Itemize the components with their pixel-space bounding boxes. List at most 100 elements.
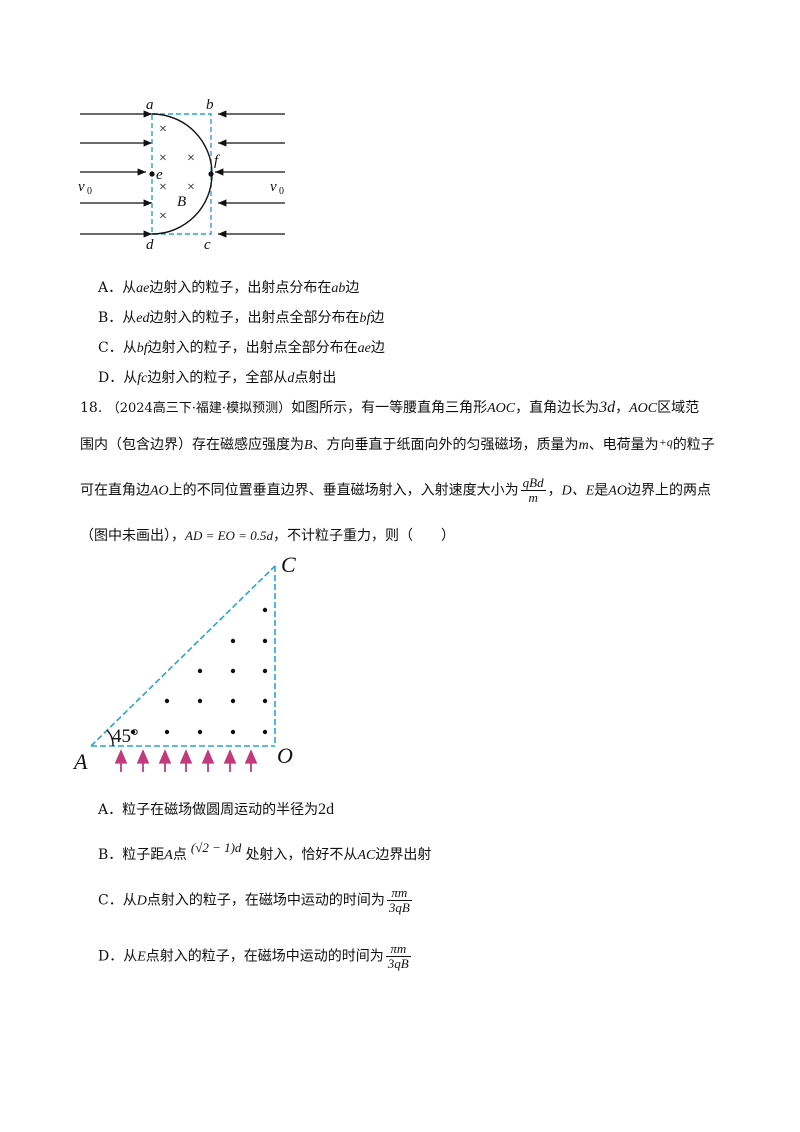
cross: × bbox=[159, 151, 167, 166]
q18-math: B bbox=[304, 438, 313, 453]
label-b: b bbox=[206, 97, 214, 113]
q17d-var1: fc bbox=[137, 371, 148, 386]
q18b-text: 边界出射 bbox=[375, 847, 432, 863]
angle-label: 45° bbox=[112, 726, 139, 747]
point-e bbox=[149, 171, 155, 177]
q18c-text: C．从 bbox=[98, 892, 137, 909]
q17a-var1: ae bbox=[136, 281, 150, 296]
cross: × bbox=[187, 180, 195, 195]
q17c-mid: 边射入的粒子，出射点全部分布在 bbox=[147, 340, 358, 356]
point-f bbox=[208, 171, 214, 177]
q17c-prefix: C．从 bbox=[98, 340, 137, 356]
triangle-AOC bbox=[90, 565, 276, 747]
q18b-math: AC bbox=[357, 848, 376, 863]
q18-option-a: A．粒子在磁场做圆周运动的半径为2d bbox=[98, 800, 334, 820]
q17a-mid: 边射入的粒子，出射点分布在 bbox=[149, 280, 332, 296]
q18-line-1: 18. （2024高三下·福建·模拟预测）如图所示，有一等腰直角三角形AOC，直… bbox=[80, 398, 699, 419]
q18-text: ， bbox=[547, 482, 562, 499]
fraction-denominator: 3qB bbox=[387, 956, 409, 971]
q18-text: （图中未画出）， bbox=[80, 528, 185, 544]
q17a-prefix: A．从 bbox=[98, 280, 137, 296]
cross: × bbox=[159, 180, 167, 195]
figure-semicircle-field: × × × × × × a b d c e f B v v 0 0 bbox=[78, 97, 285, 253]
q17-option-b: B．从ed边射入的粒子，出射点全部分布在bf边 bbox=[98, 308, 384, 329]
q18-text: 边界上的两点 bbox=[626, 482, 711, 499]
q18-text: 的粒子 bbox=[672, 437, 715, 453]
q18-text: 、方向垂直于纸面向外的匀强磁场，质量为 bbox=[312, 437, 579, 453]
q18-math: AOC bbox=[629, 401, 658, 416]
q18-math: D、E bbox=[561, 483, 595, 499]
q18c-text: 点射入的粒子，在磁场中运动的时间为 bbox=[146, 892, 385, 909]
label-v0-right: v bbox=[270, 179, 277, 195]
label-C: C bbox=[281, 552, 296, 577]
q18c-math: D bbox=[136, 893, 147, 909]
velocity-fraction: qBd m bbox=[520, 475, 546, 505]
q17b-prefix: B．从 bbox=[98, 310, 137, 326]
q18-text: ， bbox=[615, 400, 630, 416]
q18-math: AOC bbox=[487, 401, 516, 416]
q18-text: 围内（包含边界）存在磁感应强度为 bbox=[80, 437, 304, 453]
q17b-var1: ed bbox=[136, 311, 150, 326]
q17-option-a: A．从ae边射入的粒子，出射点分布在ab边 bbox=[98, 278, 359, 299]
label-O: O bbox=[277, 743, 293, 768]
label-e: e bbox=[156, 167, 163, 183]
q18b-sqrt-expr: (√2 − 1)d bbox=[190, 840, 242, 855]
q18-line-4: （图中未画出），AD = EO = 0.5d，不计粒子重力，则（ ） bbox=[80, 526, 455, 546]
q18-option-c: C．从D点射入的粒子，在磁场中运动的时间为 πm 3qB bbox=[98, 886, 414, 915]
label-c: c bbox=[204, 237, 211, 253]
q18d-text: 点射入的粒子，在磁场中运动的时间为 bbox=[145, 948, 384, 965]
q18-text: ，直角边长为 bbox=[515, 400, 600, 416]
q18-option-b: B．粒子距A点 (√2 − 1)d 处射入，恰好不从AC边界出射 bbox=[98, 838, 431, 866]
fraction-numerator: πm bbox=[386, 886, 412, 901]
q17d-var2: d bbox=[287, 371, 295, 386]
q18-text: 可在直角边 bbox=[80, 482, 150, 499]
label-v0-right-sub: 0 bbox=[279, 186, 284, 197]
q18-text: 如图所示，有一等腰直角三角形 bbox=[291, 400, 488, 416]
q18-math: AO bbox=[150, 483, 169, 499]
cross: × bbox=[187, 151, 195, 166]
fraction-numerator: πm bbox=[385, 942, 411, 957]
q18-math: 3d bbox=[599, 399, 616, 416]
label-f: f bbox=[214, 153, 220, 169]
q17c-suffix: 边 bbox=[370, 340, 385, 356]
q18-math: m bbox=[578, 438, 589, 453]
q18-text: ，不计粒子重力，则（ ） bbox=[272, 528, 455, 544]
q17a-var2: ab bbox=[331, 281, 346, 296]
q17b-mid: 边射入的粒子，出射点全部分布在 bbox=[149, 310, 360, 326]
magnetic-field-dots bbox=[130, 607, 268, 735]
q17d-mid: 边射入的粒子，全部从 bbox=[147, 370, 288, 386]
q18b-text: B．粒子距 bbox=[98, 847, 165, 863]
q18-text: 是 bbox=[594, 482, 609, 499]
q18-math: +q bbox=[658, 435, 673, 449]
q17b-suffix: 边 bbox=[370, 310, 385, 326]
question-source: （2024高三下·福建·模拟预测） bbox=[106, 401, 292, 416]
time-fraction: πm 3qB bbox=[386, 886, 412, 915]
magnetic-field-crosses: × × × × × × bbox=[159, 122, 195, 224]
q18d-math: E bbox=[137, 949, 146, 965]
figure-triangle-field: C A O 45° bbox=[72, 552, 296, 774]
q17-option-c: C．从bf边射入的粒子，出射点全部分布在ae边 bbox=[98, 338, 385, 359]
q17a-suffix: 边 bbox=[345, 280, 360, 296]
q17c-var2: ae bbox=[357, 341, 371, 356]
label-v0-left: v bbox=[78, 179, 85, 195]
label-A: A bbox=[72, 749, 88, 774]
q17d-prefix: D．从 bbox=[98, 370, 138, 386]
q18b-text: 点 bbox=[172, 847, 187, 863]
q18-line-2: 围内（包含边界）存在磁感应强度为B、方向垂直于纸面向外的匀强磁场，质量为m、电荷… bbox=[80, 432, 715, 456]
q18-math: AD = EO = 0.5d bbox=[185, 528, 273, 543]
q17-option-d: D．从fc边射入的粒子，全部从d点射出 bbox=[98, 368, 336, 389]
time-fraction: πm 3qB bbox=[385, 942, 411, 971]
incident-particle-arrows bbox=[114, 749, 258, 772]
q18-math: AO bbox=[608, 483, 627, 499]
fraction-numerator: qBd bbox=[520, 475, 546, 491]
q18-option-d: D．从E点射入的粒子，在磁场中运动的时间为 πm 3qB bbox=[98, 942, 413, 971]
label-v0-left-sub: 0 bbox=[87, 186, 92, 197]
q18-line-3: 可在直角边AO上的不同位置垂直边界、垂直磁场射入，入射速度大小为 qBd m ，D、E… bbox=[80, 476, 711, 505]
question-number: 18. bbox=[80, 400, 103, 416]
q18b-text: 处射入，恰好不从 bbox=[245, 847, 358, 863]
label-d: d bbox=[146, 237, 154, 253]
q18b-math: A bbox=[164, 848, 173, 863]
left-field-lines bbox=[80, 110, 152, 238]
q18a-math: 2d bbox=[318, 801, 335, 818]
q18-text: 上的不同位置垂直边界、垂直磁场射入，入射速度大小为 bbox=[168, 482, 519, 499]
